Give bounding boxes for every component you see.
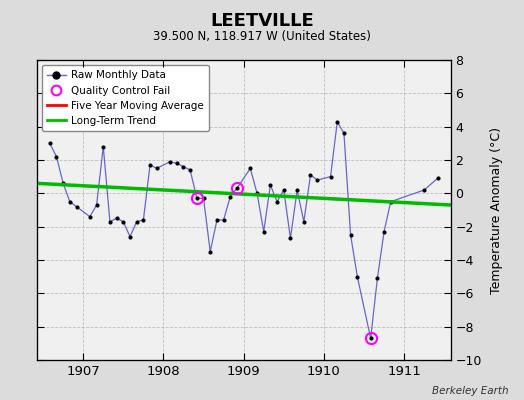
Point bbox=[273, 198, 281, 205]
Y-axis label: Temperature Anomaly (°C): Temperature Anomaly (°C) bbox=[490, 126, 503, 294]
Point bbox=[52, 154, 61, 160]
Point bbox=[293, 187, 301, 193]
Legend: Raw Monthly Data, Quality Control Fail, Five Year Moving Average, Long-Term Tren: Raw Monthly Data, Quality Control Fail, … bbox=[42, 65, 209, 131]
Point bbox=[300, 218, 308, 225]
Point bbox=[72, 204, 81, 210]
Point bbox=[206, 248, 214, 255]
Point bbox=[199, 195, 208, 202]
Point bbox=[99, 144, 107, 150]
Point bbox=[166, 158, 174, 165]
Point bbox=[307, 172, 315, 178]
Point bbox=[59, 180, 68, 186]
Point bbox=[179, 164, 188, 170]
Point bbox=[366, 335, 375, 342]
Point bbox=[433, 175, 442, 182]
Text: LEETVILLE: LEETVILLE bbox=[210, 12, 314, 30]
Point bbox=[280, 187, 288, 193]
Point bbox=[186, 167, 194, 173]
Point bbox=[113, 215, 121, 222]
Point bbox=[313, 177, 321, 183]
Point bbox=[340, 130, 348, 136]
Point bbox=[139, 217, 148, 223]
Point bbox=[193, 195, 201, 202]
Point bbox=[146, 162, 154, 168]
Point bbox=[220, 217, 228, 223]
Point bbox=[213, 217, 221, 223]
Point bbox=[46, 140, 54, 146]
Point bbox=[253, 190, 261, 196]
Point bbox=[373, 275, 381, 282]
Point bbox=[106, 218, 114, 225]
Point bbox=[133, 218, 141, 225]
Point bbox=[353, 274, 362, 280]
Text: Berkeley Earth: Berkeley Earth bbox=[432, 386, 508, 396]
Point bbox=[152, 165, 161, 172]
Point bbox=[233, 185, 241, 192]
Text: 39.500 N, 118.917 W (United States): 39.500 N, 118.917 W (United States) bbox=[153, 30, 371, 43]
Point bbox=[226, 194, 234, 200]
Point bbox=[259, 228, 268, 235]
Point bbox=[92, 202, 101, 208]
Point bbox=[119, 218, 127, 225]
Point bbox=[286, 235, 294, 242]
Point bbox=[172, 160, 181, 166]
Point bbox=[126, 234, 134, 240]
Point bbox=[66, 198, 74, 205]
Point bbox=[326, 174, 335, 180]
Point bbox=[266, 182, 275, 188]
Point bbox=[333, 118, 342, 125]
Point bbox=[420, 187, 428, 193]
Point bbox=[346, 232, 355, 238]
Point bbox=[380, 228, 388, 235]
Point bbox=[246, 165, 255, 172]
Point bbox=[387, 198, 395, 205]
Point bbox=[86, 214, 94, 220]
